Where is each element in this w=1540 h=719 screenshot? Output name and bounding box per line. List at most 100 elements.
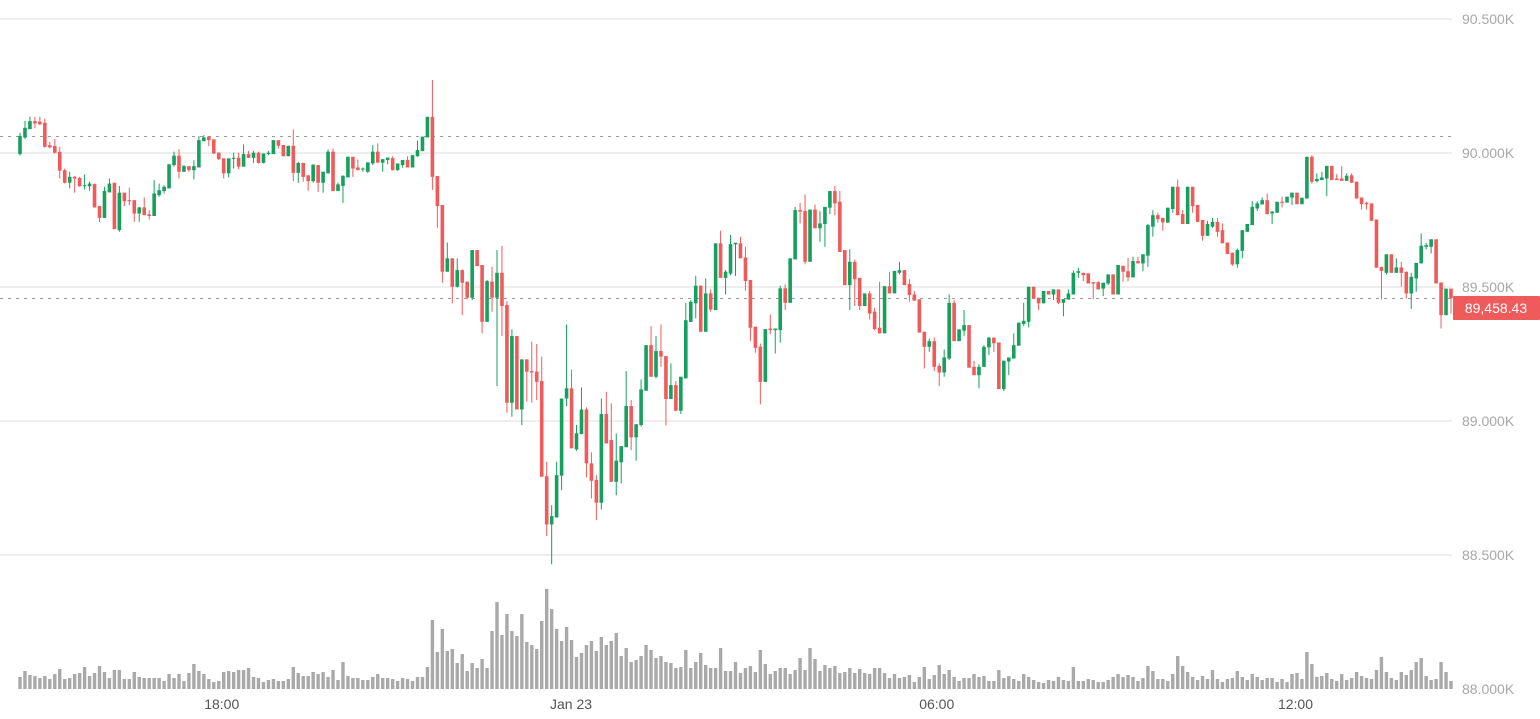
volume-bar	[455, 663, 459, 689]
candle-body	[922, 331, 927, 347]
volume-bar	[1195, 680, 1200, 689]
candle-up	[1275, 201, 1279, 213]
candle-down	[629, 400, 633, 451]
candle-body	[281, 144, 286, 157]
candle-up	[823, 206, 827, 247]
volume-bar	[942, 674, 946, 689]
volume-bar	[689, 668, 693, 689]
candle-body	[351, 156, 355, 169]
candle-up	[654, 336, 658, 379]
candle-body	[1170, 186, 1175, 210]
candle-down	[390, 156, 395, 171]
candle-down	[838, 191, 842, 252]
candle-down	[674, 381, 678, 411]
candle-body	[703, 293, 708, 332]
volume-bar	[902, 677, 907, 689]
candle-down	[972, 360, 976, 376]
candle-body	[182, 166, 186, 172]
candle-up	[1146, 224, 1150, 267]
candle-up	[564, 324, 569, 406]
candle-body	[221, 158, 226, 174]
volume-bar	[1310, 664, 1314, 689]
volume-bar	[222, 672, 226, 689]
candle-body	[301, 162, 306, 177]
volume-bar	[385, 678, 390, 689]
candle-up	[1106, 274, 1110, 286]
volume-bar	[286, 679, 291, 689]
volume-bar	[321, 672, 325, 689]
candle-up	[962, 310, 966, 336]
volume-bar	[977, 677, 981, 689]
candle-down	[256, 151, 261, 164]
candle-body	[1324, 165, 1329, 179]
candle-body	[778, 288, 783, 331]
volume-bar	[361, 680, 365, 689]
volume-bar	[217, 681, 221, 689]
candle-body	[1002, 360, 1006, 390]
candle-up	[23, 120, 27, 140]
candle-body	[172, 155, 176, 166]
candle-body	[435, 176, 440, 207]
candle-body	[544, 476, 549, 525]
candle-down	[127, 187, 132, 206]
candle-body	[813, 209, 817, 229]
volume-bar	[1349, 678, 1354, 689]
y-tick-label: 88.500K	[1462, 547, 1515, 563]
volume-bar	[510, 631, 514, 689]
volume-bar	[107, 678, 112, 689]
volume-bar	[624, 648, 628, 689]
volume-bar	[371, 677, 375, 689]
volume-bar	[669, 663, 673, 689]
candle-down	[1354, 181, 1359, 199]
volume-bar	[117, 670, 122, 689]
candle-down	[1399, 261, 1404, 287]
volume-bar	[594, 651, 599, 689]
candle-body	[102, 191, 107, 218]
candle-up	[182, 165, 186, 172]
volume-bar	[197, 671, 201, 689]
candle-body	[718, 243, 723, 278]
candle-up	[102, 186, 107, 218]
volume-bar	[1290, 674, 1294, 689]
candle-up	[380, 159, 385, 172]
candle-body	[728, 244, 733, 274]
volume-bar	[415, 677, 420, 689]
volume-bar	[132, 672, 136, 689]
candle-up	[107, 178, 112, 193]
candle-down	[490, 266, 494, 312]
volume-bar	[664, 662, 668, 689]
candle-up	[137, 206, 142, 222]
candle-up	[614, 433, 619, 496]
candle-body	[693, 285, 698, 304]
candle-up	[1429, 239, 1433, 254]
candle-body	[1210, 221, 1215, 227]
volume-bar	[336, 680, 340, 689]
candle-up	[619, 446, 624, 484]
candle-body	[1399, 267, 1404, 273]
price-axis[interactable]: 90.500K 90.000K 89.500K 89.000K 88.500K 88.00…	[1462, 11, 1515, 697]
candle-up	[485, 280, 489, 322]
candle-up	[470, 250, 474, 301]
candle-up	[882, 286, 887, 334]
candle-body	[1439, 282, 1443, 316]
time-axis[interactable]: 18:00 Jan 23 06:00 12:00	[204, 696, 1313, 712]
candle-up	[982, 345, 986, 367]
dotted-price-levels	[0, 136, 1452, 299]
candle-body	[872, 311, 877, 330]
volume-bar	[887, 678, 892, 689]
candle-body	[97, 206, 102, 218]
candle-body	[1359, 197, 1364, 205]
volume-bar	[1354, 672, 1359, 689]
candle-up	[703, 278, 708, 332]
volume-bar	[28, 675, 32, 689]
candle-body	[361, 168, 365, 170]
candle-down	[833, 185, 837, 216]
volume-bar	[1002, 678, 1006, 689]
candle-body	[1419, 245, 1423, 264]
candle-up	[400, 159, 405, 168]
candle-down	[291, 129, 296, 182]
candle-body	[92, 184, 97, 208]
candle-body	[1280, 201, 1284, 203]
candle-body	[907, 284, 912, 296]
